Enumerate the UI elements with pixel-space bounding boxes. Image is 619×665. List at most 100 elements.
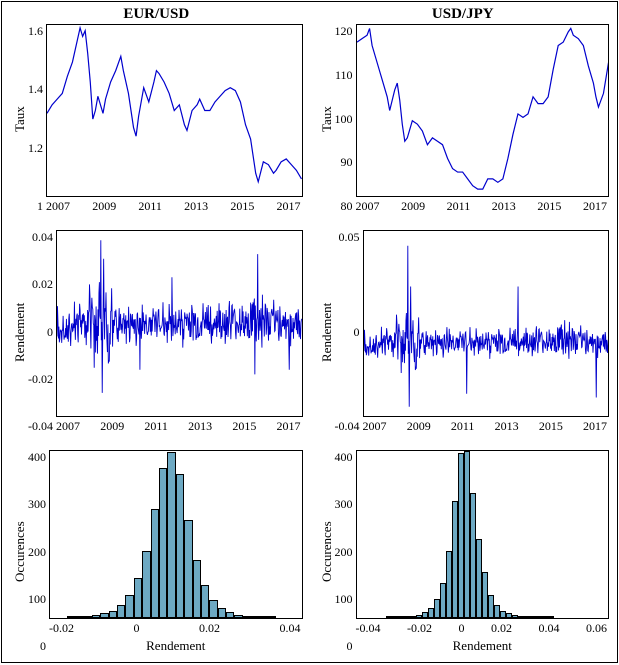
ytick: 200 <box>28 545 46 560</box>
hist-bar <box>159 468 167 618</box>
xtick: 2007 <box>356 199 380 214</box>
ylabel-occ-eur: Occurences <box>10 450 28 654</box>
xtick: 2011 <box>447 199 471 214</box>
xtick: 2011 <box>144 419 168 434</box>
panel-jpy-hist: Occurences 4003002001000 -0.04-0.0200.02… <box>317 450 610 654</box>
ytick: 100 <box>28 592 46 607</box>
xtick: 2009 <box>92 199 116 214</box>
hist-bar <box>92 615 100 618</box>
hist-bar <box>100 613 108 618</box>
hist-bar <box>234 615 242 618</box>
ytick: 0 <box>335 639 353 654</box>
xtick: 2009 <box>401 199 425 214</box>
yaxis-eur-hist: 400 300 200 100 0 <box>28 450 49 654</box>
noise-series <box>364 246 609 407</box>
ytick: 1.4 <box>28 82 43 97</box>
panel-jpy-ret: Rendement 0.05 0 -0.04 2007 2009 2011 2013 201… <box>317 230 610 434</box>
ytick: 0.05 <box>335 230 360 245</box>
ytick: 80 <box>335 199 353 214</box>
ytick: 100 <box>335 592 353 607</box>
xaxis-eur-rate: 2007 2009 2011 2013 2015 2017 <box>46 199 303 214</box>
hist-bar <box>201 585 209 618</box>
panel-eur-rate: EUR/USD Taux 1.61.41.21 2007200920112013… <box>10 10 303 214</box>
xtick: -0.02 <box>49 621 74 636</box>
xaxis-eur-ret: 2007 2009 2011 2013 2015 2017 <box>56 419 303 434</box>
xtick: 2007 <box>363 419 387 434</box>
ytick: 300 <box>335 497 353 512</box>
hist-bar <box>84 616 92 618</box>
hist-bar <box>209 600 217 618</box>
yaxis-jpy-ret: 0.05 0 -0.04 <box>335 230 363 434</box>
hist-bar <box>268 616 276 618</box>
yaxis-eur-rate: 1.61.41.21 <box>28 24 46 214</box>
title-jpy: USD/JPY <box>317 6 610 23</box>
panel-eur-ret: Rendement 0.040.020-0.02-0.04 2007200920… <box>10 230 303 434</box>
hist-bar <box>184 520 192 618</box>
hist-bar <box>125 595 133 618</box>
xlabel-hist-jpy: Rendement <box>356 638 610 654</box>
ytick: 0 <box>335 325 360 340</box>
xtick: 2007 <box>46 199 70 214</box>
ytick: -0.04 <box>28 419 53 434</box>
xtick: 2013 <box>184 199 208 214</box>
hist-bar <box>548 616 554 618</box>
ytick: 120 <box>335 24 353 39</box>
ytick: 400 <box>28 450 46 465</box>
ylabel-rend-jpy: Rendement <box>317 230 335 434</box>
title-eur: EUR/USD <box>10 6 303 23</box>
hist-bar <box>67 616 75 618</box>
hist-bar <box>176 474 184 618</box>
ytick: -0.04 <box>335 419 360 434</box>
xtick: 2011 <box>138 199 162 214</box>
xtick: 2017 <box>583 419 607 434</box>
plot-eur-ret <box>56 230 303 417</box>
ytick: 110 <box>335 68 353 83</box>
xtick: 2017 <box>583 199 607 214</box>
hist-bar <box>117 605 125 618</box>
hist-bar <box>134 578 142 618</box>
ytick: -0.02 <box>28 372 53 387</box>
ytick: 0 <box>28 639 46 654</box>
plot-eur-hist <box>49 450 303 619</box>
xtick: 2017 <box>277 419 301 434</box>
xtick: 2015 <box>537 199 561 214</box>
panel-eur-hist: Occurences 4003002001000 -0.0200.020.04 … <box>10 450 303 654</box>
ytick: 0.04 <box>28 230 53 245</box>
plot-eur-rate <box>46 24 303 197</box>
plot-jpy-ret <box>363 230 610 417</box>
xtick: -0.02 <box>407 621 432 636</box>
yaxis-jpy-hist: 4003002001000 <box>335 450 356 654</box>
xtick: 0 <box>134 621 140 636</box>
yaxis-jpy-rate: 120 110 100 90 80 <box>335 24 356 214</box>
ytick: 300 <box>28 497 46 512</box>
ylabel-taux-jpy: Taux <box>317 24 335 214</box>
hist-bar <box>251 616 259 618</box>
figure-grid: EUR/USD Taux 1.61.41.21 2007 2009 2011 2013… <box>1 1 618 663</box>
xtick: 2015 <box>232 419 256 434</box>
hist-bar <box>167 452 175 618</box>
xaxis-eur-hist: -0.0200.020.04 <box>49 621 303 636</box>
xtick: 2009 <box>100 419 124 434</box>
xlabel-hist-eur: Rendement <box>49 638 303 654</box>
ytick: 90 <box>335 155 353 170</box>
xtick: 2015 <box>230 199 254 214</box>
ytick: 100 <box>335 112 353 127</box>
plot-jpy-rate <box>356 24 610 197</box>
xtick: 2009 <box>407 419 431 434</box>
hist-bar <box>75 616 83 618</box>
yaxis-eur-ret: 0.040.020-0.02-0.04 <box>28 230 56 434</box>
xaxis-jpy-rate: 200720092011201320152017 <box>356 199 610 214</box>
xtick: 0.06 <box>586 621 607 636</box>
hist-bar <box>142 551 150 618</box>
xtick: 2013 <box>188 419 212 434</box>
ylabel-taux-eur: Taux <box>10 24 28 214</box>
hist-bar <box>243 616 251 618</box>
xtick: 2017 <box>277 199 301 214</box>
xtick: 2011 <box>451 419 475 434</box>
xaxis-jpy-hist: -0.04-0.0200.020.040.06 <box>356 621 610 636</box>
xtick: 2013 <box>495 419 519 434</box>
xtick: 2007 <box>56 419 80 434</box>
hist-bar <box>151 509 159 618</box>
xtick: 0.04 <box>539 621 560 636</box>
ylabel-rend-eur: Rendement <box>10 230 28 434</box>
